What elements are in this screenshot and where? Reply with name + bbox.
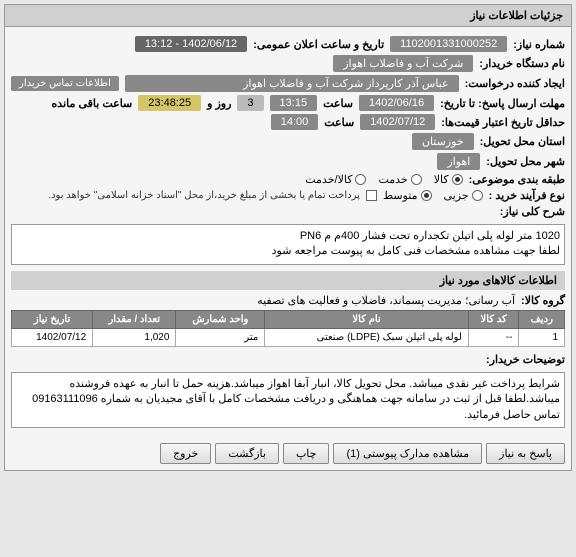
desc-text: 1020 متر لوله پلی اتیلن تکجداره تحت فشار… xyxy=(11,224,565,265)
reply-button[interactable]: پاسخ به نیاز xyxy=(486,443,565,464)
validity-time-label: ساعت xyxy=(324,116,354,129)
main-panel: جزئیات اطلاعات نیاز شماره نیاز: 11020013… xyxy=(4,4,572,471)
validity-label: حداقل تاریخ اعتبار قیمت‌ها: xyxy=(441,116,565,129)
category-label: طبقه بندی موضوعی: xyxy=(469,173,565,186)
th-code: کد کالا xyxy=(468,310,519,328)
desc-label: شرح کلی نیاز: xyxy=(500,205,565,218)
city-label: شهر محل تحویل: xyxy=(486,155,565,168)
reply-time-value: 13:15 xyxy=(270,95,318,111)
need-number-value: 1102001331000252 xyxy=(390,36,507,52)
row-validity: حداقل تاریخ اعتبار قیمت‌ها: 1402/07/12 س… xyxy=(11,114,565,130)
province-label: استان محل تحویل: xyxy=(480,135,565,148)
buyer-org-label: نام دستگاه خریدار: xyxy=(479,57,565,70)
th-date: تاریخ نیاز xyxy=(12,310,93,328)
announce-value: 1402/06/12 - 13:12 xyxy=(135,36,247,52)
row-reply-deadline: مهلت ارسال پاسخ: تا تاریخ: 1402/06/16 سا… xyxy=(11,95,565,111)
radio-circle-icon xyxy=(355,174,366,185)
radio-circle-icon xyxy=(421,190,432,201)
row-process: نوع فرآیند خرید : جزیی متوسط پرداخت تمام… xyxy=(11,189,565,202)
radio-service-label: خدمت xyxy=(378,173,407,186)
td-name: لوله پلی اتیلن سبک (LDPE) صنعتی xyxy=(265,328,469,346)
row-province: استان محل تحویل: خوزستان xyxy=(11,133,565,150)
panel-body: شماره نیاز: 1102001331000252 تاریخ و ساع… xyxy=(5,27,571,437)
radio-goods-label: کالا xyxy=(434,173,449,186)
table-header-row: ردیف کد کالا نام کالا واحد شمارش تعداد /… xyxy=(12,310,565,328)
radio-medium-label: متوسط xyxy=(383,189,418,202)
group-value: آب رسانی؛ مدیریت پسماند، فاضلاب و فعالیت… xyxy=(257,294,515,307)
row-city: شهر محل تحویل: اهواز xyxy=(11,153,565,170)
radio-minor[interactable]: جزیی xyxy=(444,189,483,202)
row-category: طبقه بندی موضوعی: کالا خدمت کالا/خدمت xyxy=(11,173,565,186)
row-buyer-notes: توضیحات خریدار: شرایط پرداخت غیر نقدی می… xyxy=(11,353,565,428)
items-section-title: اطلاعات کالاهای مورد نیاز xyxy=(11,271,565,290)
reply-deadline-label: مهلت ارسال پاسخ: تا تاریخ: xyxy=(440,97,565,110)
radio-circle-icon xyxy=(472,190,483,201)
validity-time-value: 14:00 xyxy=(271,114,319,130)
th-qty: تعداد / مقدار xyxy=(93,310,176,328)
reply-time-label: ساعت xyxy=(323,97,353,110)
city-value: اهواز xyxy=(437,153,480,170)
radio-service[interactable]: خدمت xyxy=(378,173,421,186)
td-code: -- xyxy=(468,328,519,346)
row-description: شرح کلی نیاز: 1020 متر لوله پلی اتیلن تک… xyxy=(11,205,565,265)
validity-date-value: 1402/07/12 xyxy=(360,114,435,130)
remain-label: ساعت باقی مانده xyxy=(52,97,133,110)
items-table: ردیف کد کالا نام کالا واحد شمارش تعداد /… xyxy=(11,310,565,347)
td-qty: 1,020 xyxy=(93,328,176,346)
row-group: گروه کالا: آب رسانی؛ مدیریت پسماند، فاضل… xyxy=(11,294,565,307)
radio-both[interactable]: کالا/خدمت xyxy=(305,173,366,186)
buyer-notes-label: توضیحات خریدار: xyxy=(486,353,565,366)
th-name: نام کالا xyxy=(265,310,469,328)
days-value: 3 xyxy=(237,95,263,111)
button-bar: پاسخ به نیاز مشاهده مدارک پیوستی (1) چاپ… xyxy=(5,437,571,470)
process-radio-group: جزیی متوسط xyxy=(383,189,483,202)
table-row[interactable]: 1 -- لوله پلی اتیلن سبک (LDPE) صنعتی متر… xyxy=(12,328,565,346)
print-button[interactable]: چاپ xyxy=(283,443,330,464)
row-need-number: شماره نیاز: 1102001331000252 تاریخ و ساع… xyxy=(11,36,565,52)
creator-value: عباس آذر کارپرداز شرکت آب و فاضلاب اهواز xyxy=(125,75,459,92)
radio-circle-icon xyxy=(411,174,422,185)
group-label: گروه کالا: xyxy=(521,294,565,307)
radio-medium[interactable]: متوسط xyxy=(383,189,432,202)
payment-note: پرداخت تمام یا بخشی از مبلغ خرید،از محل … xyxy=(48,190,360,201)
td-unit: متر xyxy=(176,328,265,346)
td-date: 1402/07/12 xyxy=(12,328,93,346)
reply-date-value: 1402/06/16 xyxy=(359,95,434,111)
radio-both-label: کالا/خدمت xyxy=(305,173,352,186)
need-number-label: شماره نیاز: xyxy=(513,38,565,51)
radio-goods[interactable]: کالا xyxy=(434,173,463,186)
process-label: نوع فرآیند خرید : xyxy=(489,189,565,202)
contact-info-button[interactable]: اطلاعات تماس خریدار xyxy=(11,76,119,91)
radio-circle-icon xyxy=(452,174,463,185)
province-value: خوزستان xyxy=(412,133,474,150)
exit-button[interactable]: خروج xyxy=(160,443,211,464)
panel-title: جزئیات اطلاعات نیاز xyxy=(5,5,571,27)
days-label: روز و xyxy=(207,97,231,110)
th-unit: واحد شمارش xyxy=(176,310,265,328)
radio-minor-label: جزیی xyxy=(444,189,469,202)
row-creator: ایجاد کننده درخواست: عباس آذر کارپرداز ش… xyxy=(11,75,565,92)
creator-label: ایجاد کننده درخواست: xyxy=(465,77,565,90)
announce-label: تاریخ و ساعت اعلان عمومی: xyxy=(253,38,384,51)
row-buyer-org: نام دستگاه خریدار: شرکت آب و فاضلاب اهوا… xyxy=(11,55,565,72)
attachments-button[interactable]: مشاهده مدارک پیوستی (1) xyxy=(333,443,482,464)
td-num: 1 xyxy=(519,328,565,346)
back-button[interactable]: بازگشت xyxy=(215,443,279,464)
buyer-org-value: شرکت آب و فاضلاب اهواز xyxy=(333,55,473,72)
remain-time-value: 23:48:25 xyxy=(138,95,201,111)
buyer-notes-text: شرایط پرداخت غیر نقدی میباشد. محل تحویل … xyxy=(11,372,565,428)
payment-checkbox[interactable] xyxy=(366,190,377,201)
category-radio-group: کالا خدمت کالا/خدمت xyxy=(305,173,462,186)
th-row: ردیف xyxy=(519,310,565,328)
